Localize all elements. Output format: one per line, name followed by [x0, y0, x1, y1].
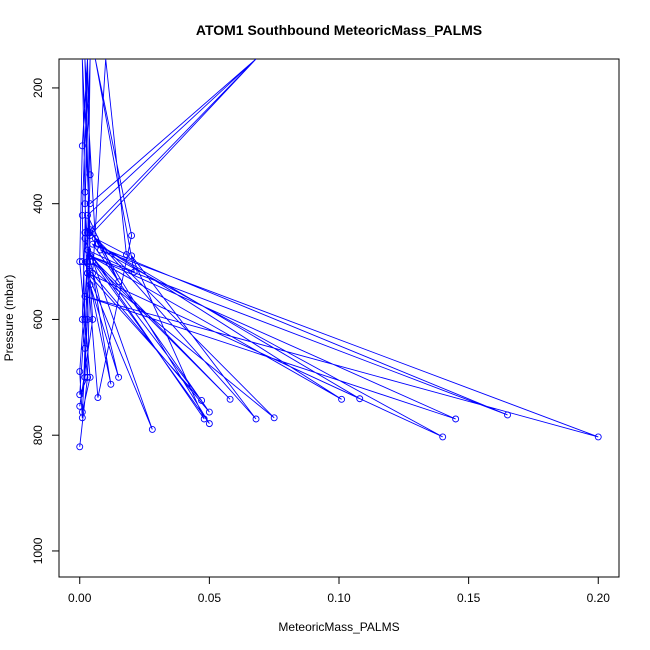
data-point [76, 391, 84, 399]
y-tick-label: 600 [31, 309, 45, 329]
data-point [89, 240, 97, 248]
y-axis: 200 400 600 800 1000 [31, 78, 60, 564]
y-tick-label: 800 [31, 425, 45, 445]
data-point [89, 258, 97, 266]
x-axis: 0.00 0.05 0.10 0.15 0.20 [68, 576, 611, 605]
data-point [439, 433, 447, 441]
y-tick-label: 1000 [31, 537, 45, 564]
data-point [86, 252, 94, 260]
data-point [226, 395, 234, 403]
data-point [148, 425, 156, 433]
data-point [81, 292, 89, 300]
data-point [84, 269, 91, 277]
data-point [356, 395, 364, 403]
y-axis-label: Pressure (mbar) [2, 275, 16, 362]
plot-area [76, 59, 602, 451]
data-point [270, 414, 278, 422]
plot-frame [58, 58, 620, 578]
data-point [115, 373, 123, 381]
data-point [205, 408, 213, 416]
data-point [86, 171, 94, 179]
data-point [78, 211, 86, 219]
data-point [76, 402, 84, 410]
data-point [81, 200, 89, 208]
data-point [78, 414, 86, 422]
data-point [84, 373, 91, 381]
data-point [76, 258, 84, 266]
data-point [115, 278, 123, 286]
series-line [79, 59, 599, 447]
data-point [452, 415, 460, 423]
x-tick-label: 0.15 [457, 591, 481, 605]
data-point [94, 394, 102, 402]
data-point [128, 232, 136, 239]
data-point [86, 281, 94, 289]
chart-title: ATOM1 Southbound MeteoricMass_PALMS [196, 22, 482, 38]
data-point [84, 258, 91, 266]
x-axis-label: MeteoricMass_PALMS [278, 620, 399, 634]
data-point [91, 234, 99, 242]
data-point [97, 246, 104, 254]
data-point [252, 415, 260, 423]
data-point [86, 373, 94, 381]
data-point [200, 415, 208, 423]
data-point [84, 246, 91, 254]
data-point [81, 188, 89, 196]
data-point [89, 315, 97, 323]
data-point [122, 251, 130, 259]
data-point [81, 315, 89, 323]
data-point [86, 232, 94, 239]
x-tick-label: 0.00 [68, 591, 92, 605]
data-point [76, 443, 84, 451]
x-tick-label: 0.10 [327, 591, 351, 605]
data-point [86, 200, 94, 208]
data-point [81, 373, 89, 381]
data-point [76, 368, 84, 375]
data-point [78, 315, 86, 323]
data-point [338, 395, 346, 403]
y-tick-label: 400 [31, 193, 45, 213]
data-point [205, 420, 213, 428]
data-point [86, 229, 94, 237]
data-point [130, 268, 138, 276]
x-tick-label: 0.05 [198, 591, 222, 605]
data-point [84, 315, 91, 323]
data-point [504, 411, 511, 419]
x-tick-label: 0.20 [587, 591, 611, 605]
y-tick-label: 200 [31, 78, 45, 98]
data-point [78, 142, 86, 150]
data-point [81, 344, 89, 352]
data-point [78, 258, 86, 266]
data-point [84, 211, 91, 219]
data-point [198, 397, 206, 404]
data-point [89, 269, 97, 277]
data-point [128, 252, 136, 260]
data-point [594, 433, 602, 441]
data-point [107, 380, 115, 388]
data-point [94, 240, 102, 248]
data-point [81, 234, 89, 242]
